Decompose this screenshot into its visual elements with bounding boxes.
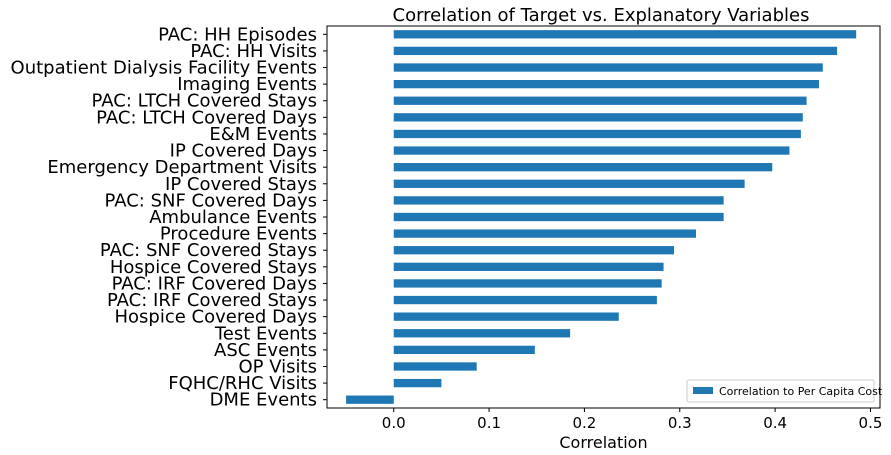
category-label-2: Outpatient Dialysis Facility Events: [11, 58, 317, 79]
category-label-16: PAC: IRF Covered Stays: [107, 290, 317, 311]
legend: Correlation to Per Capita Cost: [686, 379, 883, 403]
legend-box: [686, 379, 875, 403]
bar-11: [393, 212, 724, 222]
bar-17: [393, 312, 619, 321]
bar-22: [346, 395, 394, 404]
category-label-4: PAC: LTCH Covered Stays: [92, 91, 317, 112]
category-label-19: ASC Events: [214, 340, 317, 361]
category-label-18: Test Events: [214, 323, 317, 344]
x-tick-label-5: 0.5: [859, 414, 883, 432]
category-label-6: E&M Events: [209, 124, 317, 145]
bar-19: [393, 345, 535, 355]
bar-15: [393, 279, 662, 288]
category-label-22: DME Events: [210, 390, 317, 411]
bar-1: [393, 46, 838, 56]
bar-6: [393, 129, 801, 139]
bar-16: [393, 295, 657, 305]
category-label-12: Procedure Events: [160, 224, 317, 245]
x-axis-label: Correlation: [559, 433, 647, 452]
category-label-7: IP Covered Days: [170, 141, 317, 162]
category-label-17: Hospice Covered Days: [115, 307, 318, 328]
category-label-3: Imaging Events: [177, 74, 317, 95]
bar-3: [393, 79, 819, 89]
category-label-15: PAC: IRF Covered Days: [112, 273, 317, 294]
x-tick-label-3: 0.3: [668, 414, 692, 432]
x-axis-ticks: 0.0 0.1 0.2 0.3 0.4 0.5: [382, 408, 883, 432]
plot-frame: [326, 25, 881, 409]
category-label-14: Hospice Covered Stays: [110, 257, 317, 278]
category-label-20: OP Visits: [239, 356, 317, 377]
bar-13: [393, 246, 675, 255]
bar-4: [393, 96, 807, 105]
bar-20: [393, 362, 477, 371]
category-label-1: PAC: HH Visits: [190, 41, 317, 62]
category-label-10: PAC: SNF Covered Days: [105, 190, 317, 211]
bar-18: [393, 329, 571, 338]
category-label-5: PAC: LTCH Covered Days: [96, 107, 317, 128]
bar-0: [393, 30, 857, 39]
bars-group: [346, 30, 857, 404]
legend-entry: Correlation to Per Capita Cost: [719, 385, 883, 398]
bar-14: [393, 262, 664, 271]
chart-title: Correlation of Target vs. Explanatory Va…: [393, 5, 810, 26]
x-tick-label-0: 0.0: [382, 414, 406, 432]
bar-9: [393, 179, 745, 188]
category-label-21: FQHC/RHC Visits: [168, 373, 317, 394]
x-tick-label-4: 0.4: [763, 414, 787, 432]
bar-5: [393, 113, 803, 122]
bar-2: [393, 63, 823, 72]
x-tick-label-1: 0.1: [477, 414, 501, 432]
x-tick-label-2: 0.2: [573, 414, 597, 432]
category-label-13: PAC: SNF Covered Stays: [100, 240, 317, 261]
category-label-0: PAC: HH Episodes: [158, 24, 317, 45]
bar-12: [393, 229, 696, 238]
bar-21: [393, 378, 442, 388]
category-label-8: Emergency Department Visits: [47, 157, 317, 178]
bar-7: [393, 146, 790, 155]
legend-swatch: [693, 387, 713, 394]
bar-10: [393, 196, 724, 205]
category-label-11: Ambulance Events: [149, 207, 317, 228]
bar-8: [393, 163, 773, 172]
category-label-9: IP Covered Stays: [165, 174, 317, 195]
